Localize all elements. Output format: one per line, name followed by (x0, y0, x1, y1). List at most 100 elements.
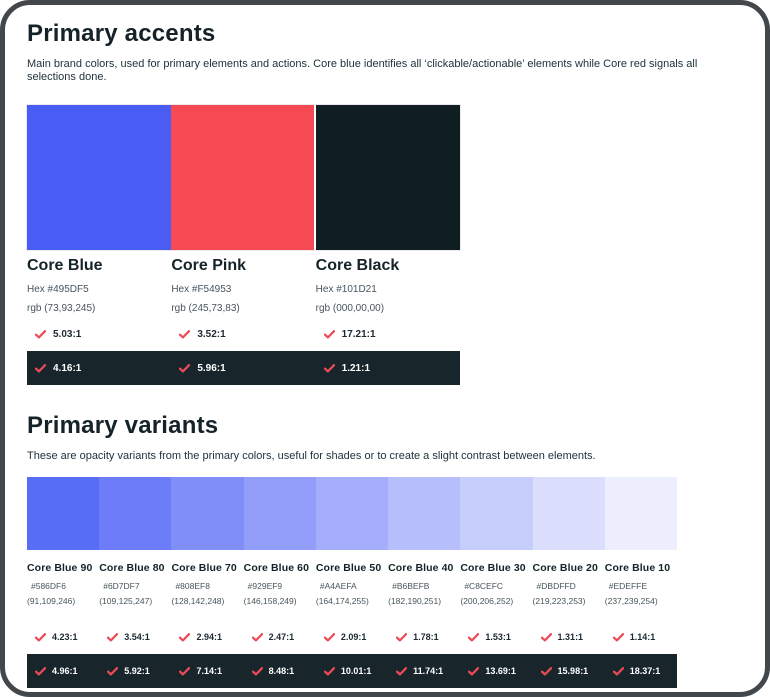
swatch-label: Core Blue 30 #C8CEFC (200,206,252) (460, 562, 532, 606)
contrast-ratio-on-white: 2.09:1 (316, 632, 388, 642)
swatch-hex-value: #EDEFFE (608, 581, 648, 591)
check-icon (396, 632, 408, 642)
contrast-ratio-value: 2.09:1 (340, 632, 367, 642)
swatch-rgb-value: (237,239,254) (604, 596, 658, 606)
contrast-ratio-value: 10.01:1 (340, 666, 372, 676)
check-icon (35, 632, 46, 642)
color-swatch (315, 477, 389, 550)
check-icon (323, 666, 335, 676)
contrast-ratio-on-white: 3.52:1 (171, 329, 315, 340)
swatch-hex-value: #A4AEFA (319, 581, 357, 591)
contrast-ratio-on-white: 3.54:1 (99, 632, 171, 642)
swatch-name: Core Blue 50 (315, 562, 382, 574)
contrast-ratio-value: 2.94:1 (196, 632, 222, 642)
contrast-ratio-value: 2.47:1 (268, 632, 295, 642)
contrast-ratio-value: 4.23:1 (52, 632, 78, 642)
swatch-name: Core Blue (27, 257, 103, 274)
swatch-label: Core Blue Hex #495DF5 rgb (73,93,245) (27, 257, 171, 314)
swatch-hex-value: Hex #495DF5 (27, 284, 89, 295)
swatch-label: Core Blue 10 #EDEFFE (237,239,254) (605, 562, 677, 606)
color-swatch (388, 477, 461, 550)
contrast-ratio-value: 5.96:1 (197, 362, 226, 374)
contrast-ratio-value: 4.16:1 (53, 362, 82, 374)
contrast-ratio-on-white: 17.21:1 (316, 329, 460, 340)
contrast-ratio-value: 17.21:1 (341, 329, 376, 340)
contrast-ratio-value: 1.21:1 (341, 362, 371, 374)
check-icon (468, 666, 480, 676)
color-swatch (532, 477, 605, 550)
swatch-rgb-value: (182,190,251) (388, 596, 442, 606)
contrast-ratio-value: 15.98:1 (557, 666, 589, 676)
swatch-hex-value: Hex #101D21 (315, 284, 377, 295)
swatch-label: Core Blue 20 #DBDFFD (219,223,253) (533, 562, 605, 606)
contrast-ratio-value: 4.96:1 (52, 666, 78, 676)
contrast-ratio-value: 1.78:1 (413, 632, 439, 642)
contrast-ratio-on-white: 2.94:1 (171, 632, 243, 642)
color-swatch (314, 105, 461, 250)
swatch-name: Core Blue 80 (99, 562, 165, 574)
check-icon (251, 632, 263, 642)
check-icon (323, 632, 335, 642)
contrast-ratio-on-white: 1.14:1 (605, 632, 677, 642)
swatch-name: Core Black (315, 257, 400, 274)
swatch-labels: Core Blue 90 #586DF6 (91,109,246) Core Blue… (27, 562, 677, 606)
contrast-ratio-value: 8.48:1 (268, 666, 295, 676)
check-icon (179, 330, 191, 339)
contrast-ratio-value: 7.14:1 (196, 666, 222, 676)
swatch-name: Core Blue 40 (388, 562, 454, 574)
contrast-ratio-on-dark: 5.92:1 (99, 666, 171, 676)
check-icon (35, 330, 46, 339)
section-title: Primary variants (27, 412, 219, 439)
color-swatch (171, 477, 244, 550)
check-icon (35, 666, 46, 676)
swatch-hex-value: #808EF8 (175, 581, 210, 591)
swatch-hex-value: #929EF9 (247, 581, 283, 591)
check-icon (396, 666, 408, 676)
contrast-ratio-on-white: 2.47:1 (244, 632, 316, 642)
contrast-row-on-white: 5.03:1 3.52:1 17.21:1 (27, 329, 460, 340)
check-icon (179, 666, 191, 676)
color-swatch (604, 477, 677, 550)
check-icon (612, 632, 624, 642)
swatch-name: Core Blue 30 (460, 562, 526, 574)
swatch-rgb-value: rgb (73,93,245) (27, 303, 96, 314)
swatch-hex-value: Hex #F54953 (171, 284, 232, 295)
swatch-rgb-value: rgb (245,73,83) (171, 303, 240, 314)
color-swatch (27, 477, 100, 550)
swatch-labels: Core Blue Hex #495DF5 rgb (73,93,245) Core … (27, 257, 460, 314)
contrast-ratio-value: 13.69:1 (485, 666, 516, 676)
color-swatch (170, 105, 315, 250)
swatch-hex-value: #6D7DF7 (103, 581, 140, 591)
contrast-ratio-value: 3.54:1 (124, 632, 150, 642)
swatch-name: Core Blue 20 (532, 562, 598, 574)
contrast-ratio-on-white: 1.31:1 (533, 632, 605, 642)
contrast-ratio-on-dark: 10.01:1 (316, 666, 388, 676)
check-icon (179, 632, 191, 642)
swatch-rgb-value: (146,158,249) (243, 596, 297, 606)
contrast-ratio-on-white: 5.03:1 (27, 329, 171, 340)
swatch-label: Core Pink Hex #F54953 rgb (245,73,83) (171, 257, 315, 314)
check-icon (35, 363, 46, 373)
swatch-name: Core Pink (171, 257, 247, 274)
contrast-row-on-dark: 4.16:1 5.96:1 1.21:1 (27, 351, 460, 385)
contrast-ratio-value: 5.92:1 (124, 666, 150, 676)
contrast-ratio-on-dark: 1.21:1 (316, 363, 460, 374)
contrast-ratio-on-white: 1.53:1 (460, 632, 532, 642)
color-strip (27, 105, 461, 250)
section-title: Primary accents (27, 20, 216, 47)
swatch-rgb-value: rgb (000,00,00) (315, 303, 385, 314)
card-content: Primary accents Main brand colors, used … (5, 5, 765, 688)
contrast-row-on-dark: 4.96:1 5.92:1 7.14:1 8.48:1 10.01:1 11.74:1 13… (27, 654, 677, 688)
check-icon (251, 666, 263, 676)
check-icon (540, 666, 552, 676)
swatch-name: Core Blue 90 (27, 562, 93, 574)
contrast-ratio-on-dark: 13.69:1 (460, 666, 532, 676)
contrast-ratio-on-dark: 8.48:1 (244, 666, 316, 676)
contrast-ratio-on-white: 4.23:1 (27, 632, 99, 642)
check-icon (323, 363, 335, 373)
contrast-ratio-on-dark: 5.96:1 (171, 363, 315, 374)
swatch-label: Core Blue 80 #6D7DF7 (109,125,247) (99, 562, 171, 606)
contrast-ratio-value: 11.74:1 (413, 666, 444, 676)
swatch-label: Core Blue 50 #A4AEFA (164,174,255) (316, 562, 388, 606)
primary-variants-section: Primary variants These are opacity varia… (27, 413, 743, 688)
